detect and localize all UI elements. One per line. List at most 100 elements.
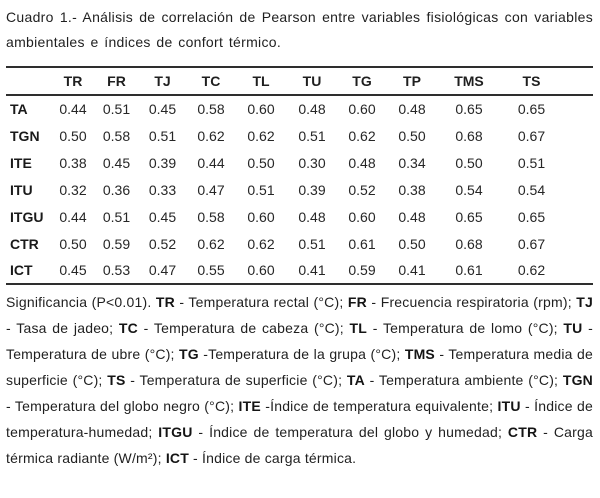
correlation-value: 0.60 xyxy=(348,208,376,225)
footnote-text: - Temperatura ambiente (°C); xyxy=(364,372,563,388)
row-label-itu: ITU xyxy=(10,181,33,198)
correlation-value: 0.55 xyxy=(197,262,225,278)
correlation-value: 0.58 xyxy=(197,101,225,117)
correlation-value: 0.60 xyxy=(247,208,275,225)
correlation-value: 0.51 xyxy=(517,154,546,171)
correlation-value: 0.48 xyxy=(348,154,376,171)
footnote-abbreviation: TJ xyxy=(576,294,593,310)
correlation-value: 0.33 xyxy=(148,181,177,198)
correlation-value: 0.41 xyxy=(398,262,426,278)
correlation-value: 0.51 xyxy=(247,181,275,198)
correlation-value: 0.48 xyxy=(398,101,426,117)
correlation-value: 0.38 xyxy=(398,181,426,198)
correlation-value: 0.34 xyxy=(398,154,426,171)
footnote-abbreviation: ITE xyxy=(238,398,261,414)
correlation-value: 0.50 xyxy=(59,127,87,144)
footnote-abbreviation: TC xyxy=(118,320,138,336)
column-header-tu: TU xyxy=(302,73,322,89)
footnote-abbreviation: TGN xyxy=(562,372,593,388)
footnote-text: - Temperatura de lomo (°C); xyxy=(367,320,564,336)
correlation-value: 0.44 xyxy=(59,208,87,225)
correlation-value: 0.65 xyxy=(455,101,483,117)
correlation-value: 0.50 xyxy=(247,154,275,171)
column-header-tc: TC xyxy=(201,73,221,89)
footnote-abbreviation: CTR xyxy=(507,424,538,440)
correlation-value: 0.50 xyxy=(455,154,483,171)
correlation-value: 0.61 xyxy=(348,235,376,252)
correlation-value: 0.68 xyxy=(455,235,483,252)
correlation-value: 0.58 xyxy=(197,208,225,225)
correlation-value: 0.41 xyxy=(298,262,326,278)
footnote-text: - Temperatura media de superficie (°C); xyxy=(6,346,593,388)
column-header-ts: TS xyxy=(522,73,541,89)
correlation-value: 0.62 xyxy=(348,127,376,144)
row-label-tgn: TGN xyxy=(10,127,40,144)
correlation-value: 0.51 xyxy=(102,101,131,117)
correlation-value: 0.52 xyxy=(348,181,376,198)
footnote-text: - Índice de temperatura-humedad; xyxy=(6,398,593,440)
footnote-text: -Temperatura de la grupa (°C); xyxy=(198,346,405,362)
table-row-ite: ITE 0.38 0.45 0.39 0.44 0.50 0.30 0.48 0.34 0.50 0… xyxy=(6,149,593,176)
column-header-tg: TG xyxy=(352,73,372,89)
table-row-ta: TA 0.44 0.51 0.45 0.58 0.60 0.48 0.60 0.48 0.65 0.… xyxy=(6,95,593,122)
footnote-abbreviation: ICT xyxy=(165,450,189,466)
column-header-tp: TP xyxy=(403,73,421,89)
table-row-tgn: TGN 0.50 0.58 0.51 0.62 0.62 0.51 0.62 0.50 0.68 0… xyxy=(6,122,593,149)
correlation-value: 0.59 xyxy=(102,235,131,252)
correlation-value: 0.65 xyxy=(517,101,546,117)
correlation-value: 0.51 xyxy=(298,235,326,252)
footnote-text: - Tasa de jadeo; xyxy=(6,320,119,336)
correlation-value: 0.62 xyxy=(197,127,225,144)
column-header-tj: TJ xyxy=(154,73,171,89)
row-label-itgu: ITGU xyxy=(10,208,44,225)
footnote-text: Significancia (P<0.01). xyxy=(6,294,156,310)
correlation-value: 0.45 xyxy=(59,262,87,278)
table-row-ict: ICT 0.45 0.53 0.47 0.55 0.60 0.41 0.59 0.41 0.61 0… xyxy=(6,257,593,284)
correlation-value: 0.32 xyxy=(59,181,87,198)
row-label-ctr: CTR xyxy=(10,235,39,252)
correlation-value: 0.52 xyxy=(148,235,177,252)
table-caption: Cuadro 1.- Análisis de correlación de Pe… xyxy=(6,9,593,50)
correlation-value: 0.59 xyxy=(348,262,376,278)
column-header-tr: TR xyxy=(63,73,83,89)
column-header-tms: TMS xyxy=(454,73,484,89)
footnote-text: - Índice de carga térmica. xyxy=(188,450,357,466)
correlation-value: 0.45 xyxy=(148,208,177,225)
correlation-value: 0.45 xyxy=(148,101,177,117)
row-label-ta: TA xyxy=(10,101,28,117)
table-body: TA 0.44 0.51 0.45 0.58 0.60 0.48 0.60 0.48 0.65 0.… xyxy=(6,95,593,284)
footnote-text: - Temperatura de cabeza (°C); xyxy=(137,320,350,336)
correlation-value: 0.45 xyxy=(102,154,131,171)
table-row-itu: ITU 0.32 0.36 0.33 0.47 0.51 0.39 0.52 0.38 0.54 0… xyxy=(6,176,593,203)
correlation-value: 0.54 xyxy=(517,181,546,198)
correlation-value: 0.60 xyxy=(348,101,376,117)
correlation-value: 0.60 xyxy=(247,101,275,117)
correlation-table: TR FR TJ TC TL TU TG TP TMS TS TA 0.44 0.51 0.45 0.58… xyxy=(6,66,593,285)
correlation-value: 0.51 xyxy=(298,127,326,144)
correlation-value: 0.54 xyxy=(455,181,483,198)
correlation-value: 0.50 xyxy=(398,127,426,144)
footnote-abbreviation: TA xyxy=(346,372,365,388)
footnote-text: - Temperatura de ubre (°C); xyxy=(6,320,593,362)
correlation-value: 0.50 xyxy=(59,235,87,252)
correlation-value: 0.44 xyxy=(197,154,225,171)
correlation-value: 0.67 xyxy=(517,235,546,252)
table-header-row: TR FR TJ TC TL TU TG TP TMS TS xyxy=(6,67,593,95)
footnote-abbreviation: TU xyxy=(563,320,583,336)
correlation-value: 0.47 xyxy=(148,262,177,278)
correlation-value: 0.38 xyxy=(59,154,87,171)
footnote-abbreviation: TR xyxy=(155,294,175,310)
table-head: TR FR TJ TC TL TU TG TP TMS TS xyxy=(6,67,593,95)
correlation-value: 0.62 xyxy=(247,235,275,252)
correlation-value: 0.53 xyxy=(102,262,131,278)
correlation-value: 0.51 xyxy=(102,208,131,225)
footnote-text: - Índice de temperatura del globo y hume… xyxy=(192,424,508,440)
correlation-value: 0.68 xyxy=(455,127,483,144)
correlation-value: 0.48 xyxy=(298,208,326,225)
column-header-tl: TL xyxy=(252,73,270,89)
footnote-text: - Temperatura del globo negro (°C); xyxy=(6,398,239,414)
footnote-abbreviation: FR xyxy=(347,294,367,310)
table-row-itgu: ITGU 0.44 0.51 0.45 0.58 0.60 0.48 0.60 0.48 0.65… xyxy=(6,203,593,230)
row-label-ite: ITE xyxy=(10,154,32,171)
correlation-value: 0.65 xyxy=(517,208,546,225)
